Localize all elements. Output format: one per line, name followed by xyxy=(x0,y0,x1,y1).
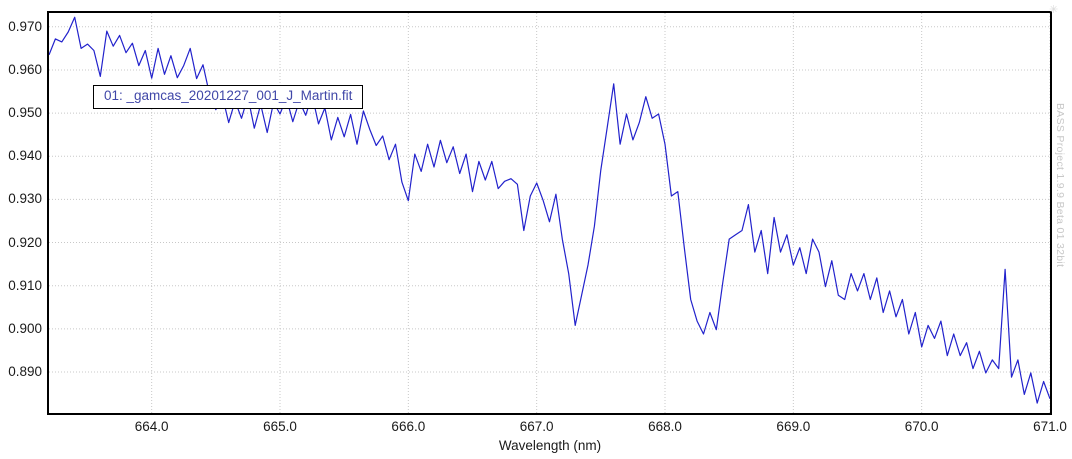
sparkle-icon: ✳ xyxy=(1049,4,1059,16)
x-tick-label: 670.0 xyxy=(904,419,939,434)
y-tick-label: 0.950 xyxy=(8,105,42,121)
y-tick-label: 0.920 xyxy=(8,234,42,250)
series-label-text: 01: _gamcas_20201227_001_J_Martin.fit xyxy=(104,88,353,103)
x-tick-label: 668.0 xyxy=(648,419,682,434)
x-tick-label: 664.0 xyxy=(134,419,169,434)
x-tick-label: 671.0 xyxy=(1033,419,1067,434)
spectrum-line xyxy=(49,16,1050,404)
x-tick-label: 669.0 xyxy=(776,419,811,434)
y-tick-label: 0.900 xyxy=(8,320,42,336)
y-tick-label: 0.970 xyxy=(8,18,42,34)
y-tick-label: 0.930 xyxy=(8,191,42,207)
y-tick-label: 0.910 xyxy=(8,277,42,293)
y-tick-label: 0.960 xyxy=(8,61,42,77)
plot-area xyxy=(47,11,1052,415)
y-tick-label: 0.940 xyxy=(8,148,42,164)
app-version-watermark: BASS Project 1.9.9 Beta 01 32bit xyxy=(1054,103,1066,268)
x-tick-label: 667.0 xyxy=(519,419,554,434)
x-tick-label: 665.0 xyxy=(263,419,297,434)
x-axis-title: Wavelength (nm) xyxy=(498,438,602,453)
y-tick-label: 0.890 xyxy=(8,364,42,379)
plot-canvas xyxy=(49,13,1050,413)
series-label-box[interactable]: 01: _gamcas_20201227_001_J_Martin.fit xyxy=(93,85,364,109)
x-tick-label: 666.0 xyxy=(391,419,426,434)
